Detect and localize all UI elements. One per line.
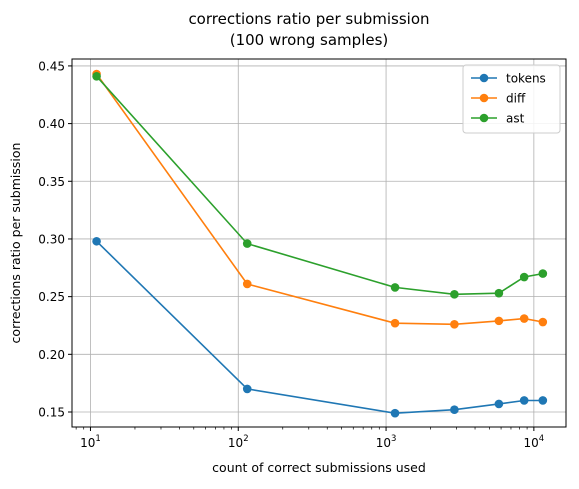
data-point-ast: [494, 288, 504, 298]
x-tick-label: 101: [80, 434, 101, 450]
data-point-tokens: [450, 405, 459, 414]
y-tick-label: 0.30: [38, 232, 65, 246]
y-tick-label: 0.45: [38, 59, 65, 73]
y-tick-label: 0.25: [38, 290, 65, 304]
series-line-tokens: [96, 240, 543, 415]
y-tick-label: 0.20: [38, 348, 65, 362]
data-point-tokens: [390, 408, 400, 418]
x-axis-label: count of correct submissions used: [212, 460, 426, 475]
legend-label: tokens: [506, 72, 546, 86]
data-point-tokens: [242, 384, 252, 394]
tick-layer: 0.15 0.20 0.25 0.30 0.35 0.40 0.45 101 102 103 104: [38, 59, 544, 450]
y-tick-label: 0.35: [38, 175, 65, 189]
data-point-tokens: [92, 236, 101, 246]
data-point-diff: [538, 317, 548, 327]
data-point-ast: [390, 283, 400, 292]
legend-marker: [479, 113, 489, 123]
data-point-diff: [390, 318, 400, 328]
data-point-ast: [519, 272, 529, 282]
data-point-diff: [519, 314, 529, 323]
data-point-diff: [494, 316, 504, 326]
legend-label: ast: [506, 112, 525, 126]
x-tick-label: 104: [524, 434, 545, 450]
y-tick-label: 0.40: [38, 117, 65, 131]
legend: tokens diff ast: [462, 64, 561, 134]
data-point-diff: [450, 320, 459, 329]
y-axis-label: corrections ratio per submission: [8, 143, 23, 344]
data-point-ast: [450, 290, 459, 299]
legend-marker: [479, 93, 489, 103]
chart-subtitle: (100 wrong samples): [230, 31, 389, 49]
y-tick-label: 0.15: [38, 406, 65, 420]
data-point-ast: [538, 269, 548, 278]
x-tick-label: 103: [376, 434, 397, 450]
data-point-ast: [92, 72, 101, 81]
data-point-diff: [242, 279, 252, 289]
chart-title: corrections ratio per submission: [188, 10, 429, 28]
x-tick-label: 102: [228, 434, 249, 450]
plot-layer: [92, 69, 548, 418]
data-point-tokens: [538, 396, 548, 405]
plot-frame: [71, 58, 567, 428]
data-point-tokens: [519, 396, 529, 405]
data-point-tokens: [494, 399, 504, 409]
data-point-ast: [242, 239, 252, 248]
legend-label: diff: [506, 92, 526, 106]
legend-marker: [479, 73, 489, 83]
